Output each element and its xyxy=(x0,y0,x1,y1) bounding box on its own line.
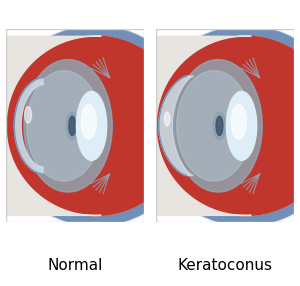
Ellipse shape xyxy=(216,116,223,136)
Ellipse shape xyxy=(66,112,78,140)
Ellipse shape xyxy=(27,71,101,181)
Ellipse shape xyxy=(0,27,194,225)
Ellipse shape xyxy=(164,112,170,126)
Ellipse shape xyxy=(0,26,196,226)
Ellipse shape xyxy=(81,104,96,139)
Text: Keratoconus: Keratoconus xyxy=(178,259,272,273)
Ellipse shape xyxy=(231,104,246,139)
Ellipse shape xyxy=(25,106,32,123)
Ellipse shape xyxy=(0,25,196,227)
Ellipse shape xyxy=(6,36,185,216)
Ellipse shape xyxy=(152,32,300,220)
Ellipse shape xyxy=(156,36,300,216)
Ellipse shape xyxy=(2,32,190,220)
Ellipse shape xyxy=(0,28,194,224)
Polygon shape xyxy=(159,76,193,176)
Polygon shape xyxy=(6,36,101,216)
Ellipse shape xyxy=(156,36,300,216)
Ellipse shape xyxy=(150,30,300,222)
Ellipse shape xyxy=(226,91,257,160)
Ellipse shape xyxy=(174,59,262,192)
Ellipse shape xyxy=(76,91,107,160)
Ellipse shape xyxy=(177,71,251,181)
Ellipse shape xyxy=(146,27,300,225)
Ellipse shape xyxy=(146,26,300,226)
Ellipse shape xyxy=(24,59,112,192)
Ellipse shape xyxy=(6,36,185,216)
Ellipse shape xyxy=(147,27,300,225)
Ellipse shape xyxy=(0,27,195,225)
Ellipse shape xyxy=(0,30,191,222)
Text: Normal: Normal xyxy=(47,259,103,273)
Ellipse shape xyxy=(0,29,193,223)
Ellipse shape xyxy=(145,25,300,227)
Ellipse shape xyxy=(148,28,300,224)
Ellipse shape xyxy=(69,116,76,136)
Ellipse shape xyxy=(149,29,300,223)
Ellipse shape xyxy=(6,36,185,216)
Polygon shape xyxy=(156,36,251,216)
Ellipse shape xyxy=(156,36,300,216)
Ellipse shape xyxy=(151,31,300,221)
Ellipse shape xyxy=(1,31,190,221)
Ellipse shape xyxy=(213,112,226,140)
Polygon shape xyxy=(14,78,43,174)
